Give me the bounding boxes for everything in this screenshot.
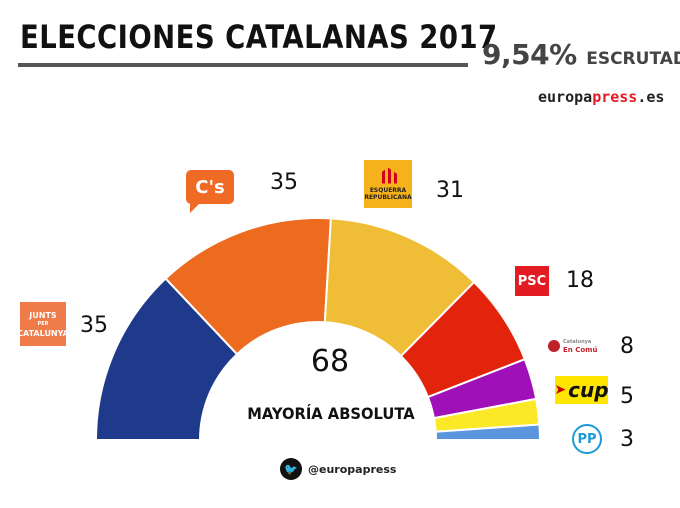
comu-logo-line1: Catalunya	[563, 339, 592, 345]
cup-logo-text: cup	[568, 378, 609, 402]
title-divider	[18, 63, 468, 67]
seat-label-jxc: 35	[80, 313, 108, 338]
scrutiny-status: 9,54% ESCRUTADO	[482, 38, 680, 71]
seat-label-psc: 18	[566, 268, 594, 293]
erc-logo-line1: ESQUERRA	[369, 186, 407, 194]
seat-label-comu: 8	[620, 334, 634, 359]
majority-label: MAYORÍA ABSOLUTA	[247, 404, 415, 423]
comu-dot-icon	[548, 340, 560, 352]
psc-logo-text: PSC	[517, 273, 547, 289]
cup-logo: ➤ cup	[554, 376, 609, 404]
page-title: ELECCIONES CATALANAS 2017	[20, 18, 498, 56]
comu-logo-line2: En Comú	[563, 346, 598, 354]
scrutiny-label: ESCRUTADO	[586, 49, 680, 69]
jxc-logo: JUNTS PER CATALUNYA	[17, 302, 69, 346]
cs-logo-text: C's	[195, 176, 225, 198]
seat-label-pp: 3	[620, 427, 634, 452]
erc-logo-line2: REPUBLICANA	[364, 193, 412, 201]
seat-segment-6	[434, 423, 542, 441]
scrutiny-percentage: 9,54%	[482, 38, 577, 71]
brand-text-post: .es	[637, 88, 665, 106]
cs-logo: C's	[186, 170, 234, 213]
seat-label-cs: 35	[270, 170, 298, 195]
jxc-logo-small: PER	[37, 320, 49, 327]
jxc-logo-line1: JUNTS	[29, 310, 57, 320]
majority-number: 68	[310, 344, 350, 379]
pp-logo-text: PP	[577, 431, 597, 447]
twitter-bird-icon: 🐦	[280, 458, 302, 480]
psc-logo: PSC	[515, 266, 549, 296]
erc-logo: ESQUERRA REPUBLICANA	[364, 160, 412, 208]
brand-text-pre: europa	[538, 88, 593, 106]
brand-text-mid: press	[592, 88, 638, 106]
cup-arrow-icon: ➤	[554, 382, 567, 398]
comu-logo: Catalunya En Comú	[548, 337, 600, 355]
twitter-credit[interactable]: 🐦 @europapress	[280, 458, 396, 480]
twitter-handle: @europapress	[308, 462, 397, 476]
erc-flag-icon	[379, 167, 397, 184]
seat-label-erc: 31	[436, 178, 464, 203]
jxc-logo-line2: CATALUNYA	[17, 328, 69, 338]
seat-label-cup: 5	[620, 384, 634, 409]
pp-logo: PP	[572, 424, 602, 454]
brand-logo[interactable]: europapress.es	[538, 88, 664, 106]
